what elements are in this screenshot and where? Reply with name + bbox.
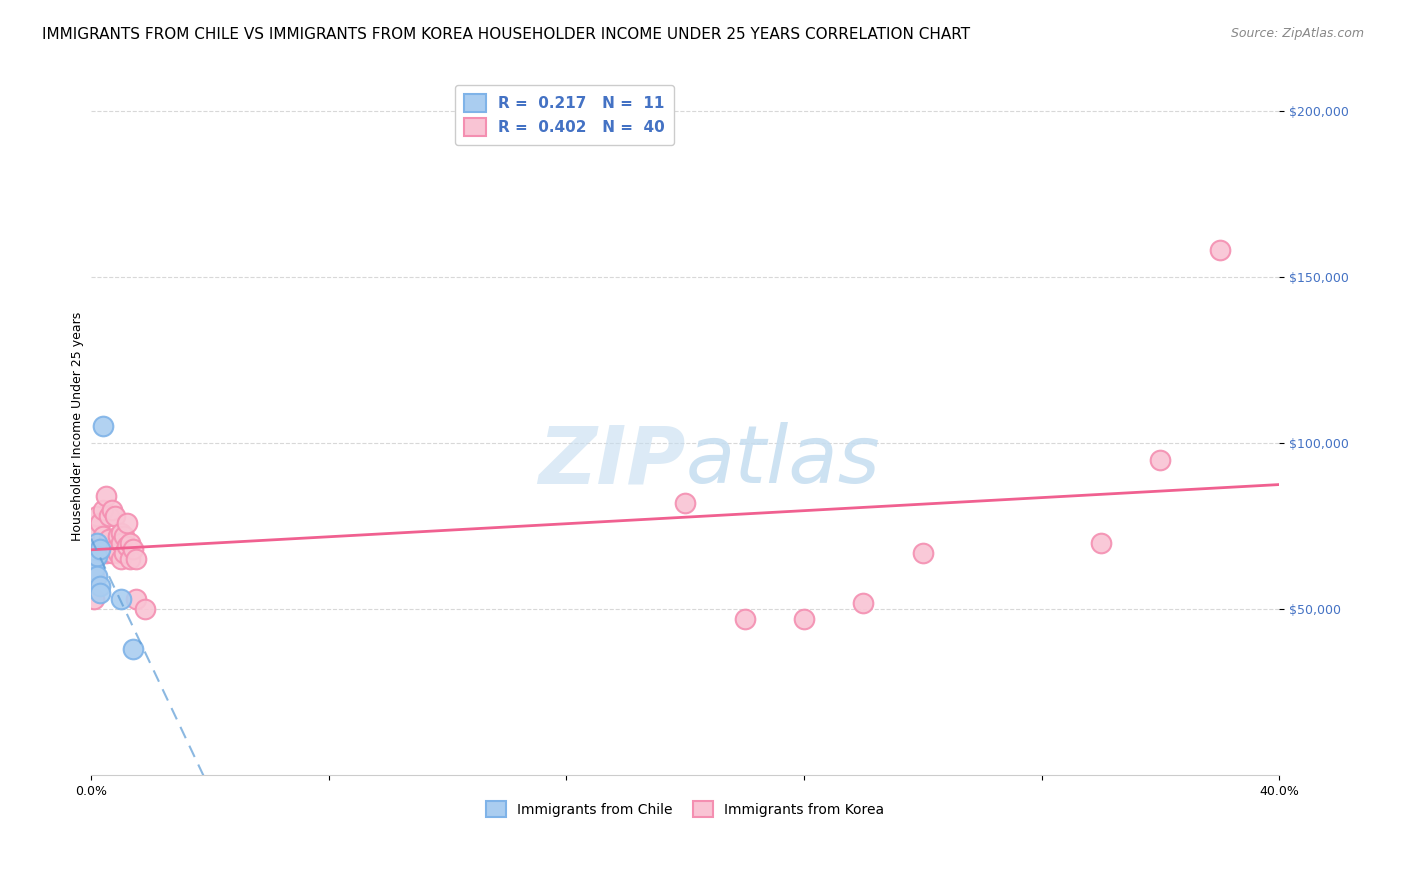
Point (110, 552, 132, 566)
Point (104, 542, 127, 557)
Point (98, 533, 121, 547)
Text: atlas: atlas (685, 422, 880, 500)
Point (91, 502, 114, 516)
Point (83, 592, 105, 607)
Point (125, 552, 148, 566)
Point (83, 569, 105, 583)
Point (112, 529, 135, 543)
Point (112, 546, 135, 560)
Point (94, 546, 117, 560)
Point (107, 529, 129, 543)
Point (89, 516, 111, 530)
Point (89, 585, 111, 599)
Point (104, 509, 127, 524)
Text: IMMIGRANTS FROM CHILE VS IMMIGRANTS FROM KOREA HOUSEHOLDER INCOME UNDER 25 YEARS: IMMIGRANTS FROM CHILE VS IMMIGRANTS FROM… (42, 27, 970, 42)
Point (86, 549, 108, 563)
Legend: Immigrants from Chile, Immigrants from Korea: Immigrants from Chile, Immigrants from K… (479, 795, 891, 824)
Point (673, 496, 696, 510)
Point (911, 546, 934, 560)
Point (101, 502, 124, 516)
Text: Source: ZipAtlas.com: Source: ZipAtlas.com (1230, 27, 1364, 40)
Point (86, 509, 108, 524)
Point (118, 552, 141, 566)
Point (91, 419, 114, 434)
Point (86, 536, 108, 550)
Point (89, 542, 111, 557)
Point (83, 552, 105, 566)
Point (115, 539, 138, 553)
Point (94, 489, 117, 503)
Point (793, 612, 815, 626)
Point (107, 546, 129, 560)
Point (86, 549, 108, 563)
Point (734, 612, 756, 626)
Point (1209, 244, 1232, 258)
Point (89, 579, 111, 593)
Point (852, 596, 875, 610)
Point (1090, 536, 1112, 550)
Point (1149, 452, 1171, 467)
Point (134, 602, 156, 616)
Point (110, 592, 132, 607)
Point (121, 642, 143, 657)
Point (125, 592, 148, 607)
Point (121, 542, 143, 557)
Point (115, 516, 138, 530)
Y-axis label: Householder Income Under 25 years: Householder Income Under 25 years (72, 312, 84, 541)
Text: ZIP: ZIP (538, 422, 685, 500)
Point (91, 529, 114, 543)
Point (98, 509, 121, 524)
Point (86, 569, 108, 583)
Point (118, 536, 141, 550)
Point (110, 525, 132, 540)
Point (89, 542, 111, 557)
Point (83, 562, 105, 576)
Point (86, 523, 108, 537)
Point (101, 546, 124, 560)
Point (110, 536, 132, 550)
